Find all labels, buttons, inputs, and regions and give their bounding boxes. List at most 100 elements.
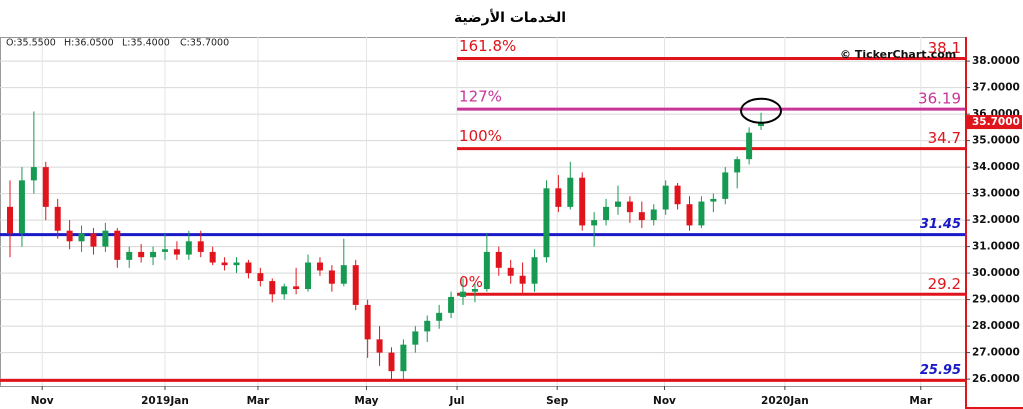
candle-body: [758, 122, 765, 127]
candle-body: [90, 233, 97, 247]
candle-body: [710, 198, 717, 202]
plot-area: 161.8% 38.1 127% 36.19 100% 34.7 31.45 0% 29.2 25…: [0, 37, 965, 386]
candle-body: [519, 275, 526, 284]
x-tick-label: Mar: [247, 395, 271, 407]
candle-body: [7, 206, 14, 234]
candle-body: [257, 273, 264, 282]
candle-body: [305, 262, 312, 290]
candle-body: [138, 251, 145, 258]
x-tick-label: Nov: [31, 395, 54, 407]
candle-body: [746, 132, 753, 160]
x-tick-label: 2020Jan: [761, 395, 809, 407]
candle-body: [436, 312, 443, 321]
candle-body: [662, 185, 669, 210]
candle-body: [448, 296, 455, 313]
y-tick-label: 37.0000: [972, 82, 1020, 94]
candle-body: [54, 206, 61, 231]
candle-body: [245, 262, 252, 274]
candle-body: [531, 257, 538, 284]
candle-body: [185, 241, 192, 255]
candle-body: [173, 249, 180, 255]
x-tick-label: Sep: [546, 395, 569, 407]
y-tick-label: 29.0000: [972, 294, 1020, 306]
chart-title: الخدمات الأرضية: [454, 9, 566, 26]
candle-body: [126, 251, 133, 260]
level-value-label: 29.2: [928, 275, 961, 293]
x-tick-label: Nov: [653, 395, 676, 407]
candle-body: [352, 265, 359, 305]
candle-body: [555, 188, 562, 207]
last-price-label: 35.7000: [972, 116, 1020, 128]
candle-body: [614, 201, 621, 207]
candle-body: [102, 230, 109, 247]
candle-body: [591, 220, 598, 226]
candle-body: [495, 251, 502, 268]
candle-body: [221, 262, 228, 266]
x-tick-label: May: [354, 395, 378, 407]
candle-body: [543, 188, 550, 258]
candle-body: [567, 177, 574, 207]
y-tick-label: 32.0000: [972, 214, 1020, 226]
level-value-label: 36.19: [918, 90, 961, 108]
level-percent-label: 127%: [459, 88, 502, 106]
candle-body: [626, 201, 633, 213]
candle-body: [269, 281, 276, 295]
level-percent-label: 0%: [459, 273, 483, 291]
last-price-box: [967, 115, 1022, 130]
candle-body: [30, 167, 37, 181]
y-tick-label: 30.0000: [972, 267, 1020, 279]
candle-body: [483, 251, 490, 290]
candle-body: [364, 304, 371, 340]
level-value-label: 25.95: [920, 363, 961, 378]
candle-body: [603, 206, 610, 221]
ohlc-header: C:35.7000: [180, 38, 229, 49]
candle-body: [316, 262, 323, 271]
y-tick-label: 26.0000: [972, 373, 1020, 385]
level-percent-label: 100%: [459, 127, 502, 145]
candle-body: [150, 251, 157, 258]
candle-body: [507, 267, 514, 276]
ohlc-header: H:36.0500: [64, 38, 114, 49]
y-tick-label: 34.0000: [972, 161, 1020, 173]
candle-body: [424, 320, 431, 332]
candle-body: [233, 262, 240, 266]
candle-body: [638, 212, 645, 221]
candle-body: [686, 204, 693, 226]
watermark: © TickerChart.com: [840, 48, 956, 61]
candle-body: [376, 339, 383, 353]
y-tick-label: 27.0000: [972, 347, 1020, 359]
ohlc-header: L:35.4000: [122, 38, 170, 49]
candle-body: [42, 167, 49, 207]
x-tick-label: 2019Jan: [141, 395, 189, 407]
candle-body: [400, 344, 407, 372]
candle-body: [412, 331, 419, 345]
y-tick-label: 33.0000: [972, 188, 1020, 200]
candle-body: [66, 230, 73, 242]
candle-body: [340, 265, 347, 284]
level-value-label: 31.45: [920, 217, 961, 232]
candle-body: [388, 352, 395, 372]
candle-body: [722, 172, 729, 199]
y-tick-label: 35.0000: [972, 135, 1020, 147]
candle-body: [18, 180, 25, 234]
candle-body: [328, 270, 335, 284]
candle-body: [209, 251, 216, 263]
level-percent-label: 161.8%: [459, 37, 516, 55]
candle-body: [579, 177, 586, 226]
x-tick-label: Mar: [909, 395, 933, 407]
x-tick-label: Jul: [449, 395, 465, 407]
candle-body: [78, 233, 85, 242]
candle-body: [674, 185, 681, 205]
y-tick-label: 31.0000: [972, 241, 1020, 253]
level-value-label: 34.7: [928, 129, 961, 147]
ohlc-header: O:35.5500: [6, 38, 56, 49]
candle-body: [293, 286, 300, 290]
y-tick-label: 38.0000: [972, 55, 1020, 67]
candle-body: [281, 286, 288, 295]
y-tick-label: 28.0000: [972, 320, 1020, 332]
candle-body: [161, 249, 168, 252]
candle-body: [698, 201, 705, 226]
candle-body: [734, 159, 741, 173]
candle-body: [471, 289, 478, 292]
